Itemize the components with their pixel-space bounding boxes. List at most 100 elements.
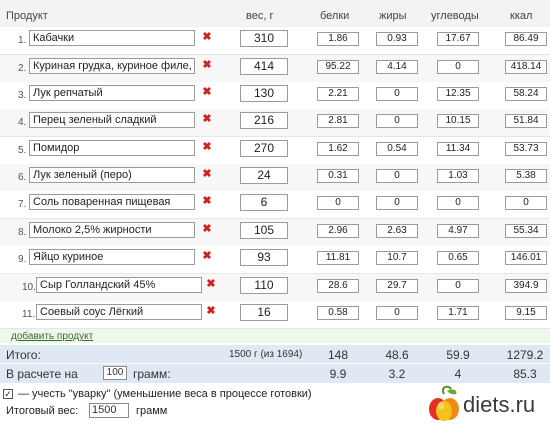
table-header: Продукт вес, г белки жиры углеводы ккал xyxy=(0,0,550,31)
weight-input[interactable]: 6 xyxy=(240,194,288,211)
table-row: 2. Куриная грудка, куриное филе, без ✖ 414 9… xyxy=(0,55,550,83)
col-fat: жиры xyxy=(379,10,407,22)
delete-icon[interactable]: ✖ xyxy=(202,195,212,207)
weight-input[interactable]: 93 xyxy=(240,249,288,266)
delete-icon[interactable]: ✖ xyxy=(202,223,212,235)
weight-input[interactable]: 105 xyxy=(240,222,288,239)
carbs-value: 11.34 xyxy=(437,142,479,156)
kcal-value: 55.34 xyxy=(505,224,547,238)
product-name-input[interactable]: Сыр Голландский 45% xyxy=(36,277,202,293)
carbs-value: 17.67 xyxy=(437,32,479,46)
logo-text: diets.ru xyxy=(463,392,536,417)
apple-icon xyxy=(429,385,459,421)
weight-input[interactable]: 110 xyxy=(240,277,288,294)
kcal-value: 146.01 xyxy=(505,251,547,265)
delete-icon[interactable]: ✖ xyxy=(202,168,212,180)
table-row: 9. Яйцо куриное ✖ 93 11.81 10.7 0.65 146.01 xyxy=(0,246,550,274)
total-carbs: 59.9 xyxy=(446,348,470,362)
product-name-input[interactable]: Лук репчатый xyxy=(29,85,195,101)
carbs-value: 4.97 xyxy=(437,224,479,238)
kcal-value: 418.14 xyxy=(505,60,547,74)
row-number: 10. xyxy=(22,282,36,293)
table-row: 1. Кабачки ✖ 310 1.86 0.93 17.67 86.49 xyxy=(0,27,550,55)
delete-icon[interactable]: ✖ xyxy=(206,278,216,290)
fat-value: 4.14 xyxy=(376,60,418,74)
fat-value: 0 xyxy=(376,306,418,320)
col-protein: белки xyxy=(320,10,350,22)
delete-icon[interactable]: ✖ xyxy=(202,86,212,98)
table-row: 4. Перец зеленый сладкий ✖ 216 2.81 0 10.15 51.… xyxy=(0,109,550,137)
row-number: 4. xyxy=(18,117,27,128)
row-number: 9. xyxy=(18,254,27,265)
product-name-input[interactable]: Помидор xyxy=(29,140,195,156)
fat-value: 29.7 xyxy=(376,279,418,293)
weight-input[interactable]: 16 xyxy=(240,304,288,321)
protein-value: 28.6 xyxy=(317,279,359,293)
boil-off-label: — учесть "уварку" (уменьшение веса в про… xyxy=(18,388,312,400)
product-name-input[interactable]: Лук зеленый (перо) xyxy=(29,167,195,183)
table-row: 7. Соль поваренная пищевая ✖ 6 0 0 0 0 xyxy=(0,191,550,219)
product-name-input[interactable]: Куриная грудка, куриное филе, без xyxy=(29,58,195,74)
product-name-input[interactable]: Яйцо куриное xyxy=(29,249,195,265)
row-number: 1. xyxy=(18,35,27,46)
product-name-input[interactable]: Кабачки xyxy=(29,30,195,46)
table-row: 5. Помидор ✖ 270 1.62 0.54 11.34 53.73 xyxy=(0,137,550,165)
protein-value: 2.21 xyxy=(317,87,359,101)
kcal-value: 53.73 xyxy=(505,142,547,156)
fat-value: 10.7 xyxy=(376,251,418,265)
site-logo[interactable]: diets.ru xyxy=(425,383,550,427)
final-weight-label: Итоговый вес: xyxy=(6,405,79,417)
row-number: 2. xyxy=(18,63,27,74)
total-weight: 1500 г (из 1694) xyxy=(229,349,303,360)
per-amount-input[interactable]: 100 xyxy=(103,366,127,380)
delete-icon[interactable]: ✖ xyxy=(206,305,216,317)
carbs-value: 1.03 xyxy=(437,169,479,183)
weight-input[interactable]: 270 xyxy=(240,140,288,157)
kcal-value: 394.9 xyxy=(505,279,547,293)
per-carbs: 4 xyxy=(454,367,462,381)
per-protein: 9.9 xyxy=(329,367,347,381)
product-name-input[interactable]: Соевый соус Лёгкий xyxy=(36,304,202,320)
total-label: Итого: xyxy=(6,348,41,362)
fat-value: 2.63 xyxy=(376,224,418,238)
total-protein: 148 xyxy=(327,348,349,362)
row-number: 7. xyxy=(18,199,27,210)
total-kcal: 1279.2 xyxy=(506,348,544,362)
row-number: 5. xyxy=(18,145,27,156)
row-number: 6. xyxy=(18,172,27,183)
weight-input[interactable]: 130 xyxy=(240,85,288,102)
delete-icon[interactable]: ✖ xyxy=(202,31,212,43)
delete-icon[interactable]: ✖ xyxy=(202,141,212,153)
col-carbs: углеводы xyxy=(431,10,479,22)
delete-icon[interactable]: ✖ xyxy=(202,250,212,262)
protein-value: 0.58 xyxy=(317,306,359,320)
row-number: 8. xyxy=(18,227,27,238)
kcal-value: 51.84 xyxy=(505,114,547,128)
final-weight-input[interactable]: 1500 xyxy=(89,403,129,418)
boil-off-checkbox[interactable]: ✓ xyxy=(3,389,13,399)
carbs-value: 0 xyxy=(437,196,479,210)
table-row: 10. Сыр Голландский 45% ✖ 110 28.6 29.7 0 394.9 xyxy=(0,274,550,302)
product-name-input[interactable]: Молоко 2,5% жирности xyxy=(29,222,195,238)
protein-value: 0 xyxy=(317,196,359,210)
protein-value: 1.86 xyxy=(317,32,359,46)
weight-input[interactable]: 24 xyxy=(240,167,288,184)
protein-value: 1.62 xyxy=(317,142,359,156)
fat-value: 0 xyxy=(376,196,418,210)
carbs-value: 0 xyxy=(437,279,479,293)
delete-icon[interactable]: ✖ xyxy=(202,59,212,71)
weight-input[interactable]: 216 xyxy=(240,112,288,129)
col-kcal: ккал xyxy=(510,10,533,22)
fat-value: 0 xyxy=(376,87,418,101)
product-name-input[interactable]: Соль поваренная пищевая xyxy=(29,194,195,210)
protein-value: 95.22 xyxy=(317,60,359,74)
add-product-row: добавить продукт xyxy=(0,329,550,343)
weight-input[interactable]: 310 xyxy=(240,30,288,47)
fat-value: 0 xyxy=(376,169,418,183)
carbs-value: 0.65 xyxy=(437,251,479,265)
delete-icon[interactable]: ✖ xyxy=(202,113,212,125)
weight-input[interactable]: 414 xyxy=(240,58,288,75)
add-product-link[interactable]: добавить продукт xyxy=(11,331,94,342)
carbs-value: 10.15 xyxy=(437,114,479,128)
product-name-input[interactable]: Перец зеленый сладкий xyxy=(29,112,195,128)
